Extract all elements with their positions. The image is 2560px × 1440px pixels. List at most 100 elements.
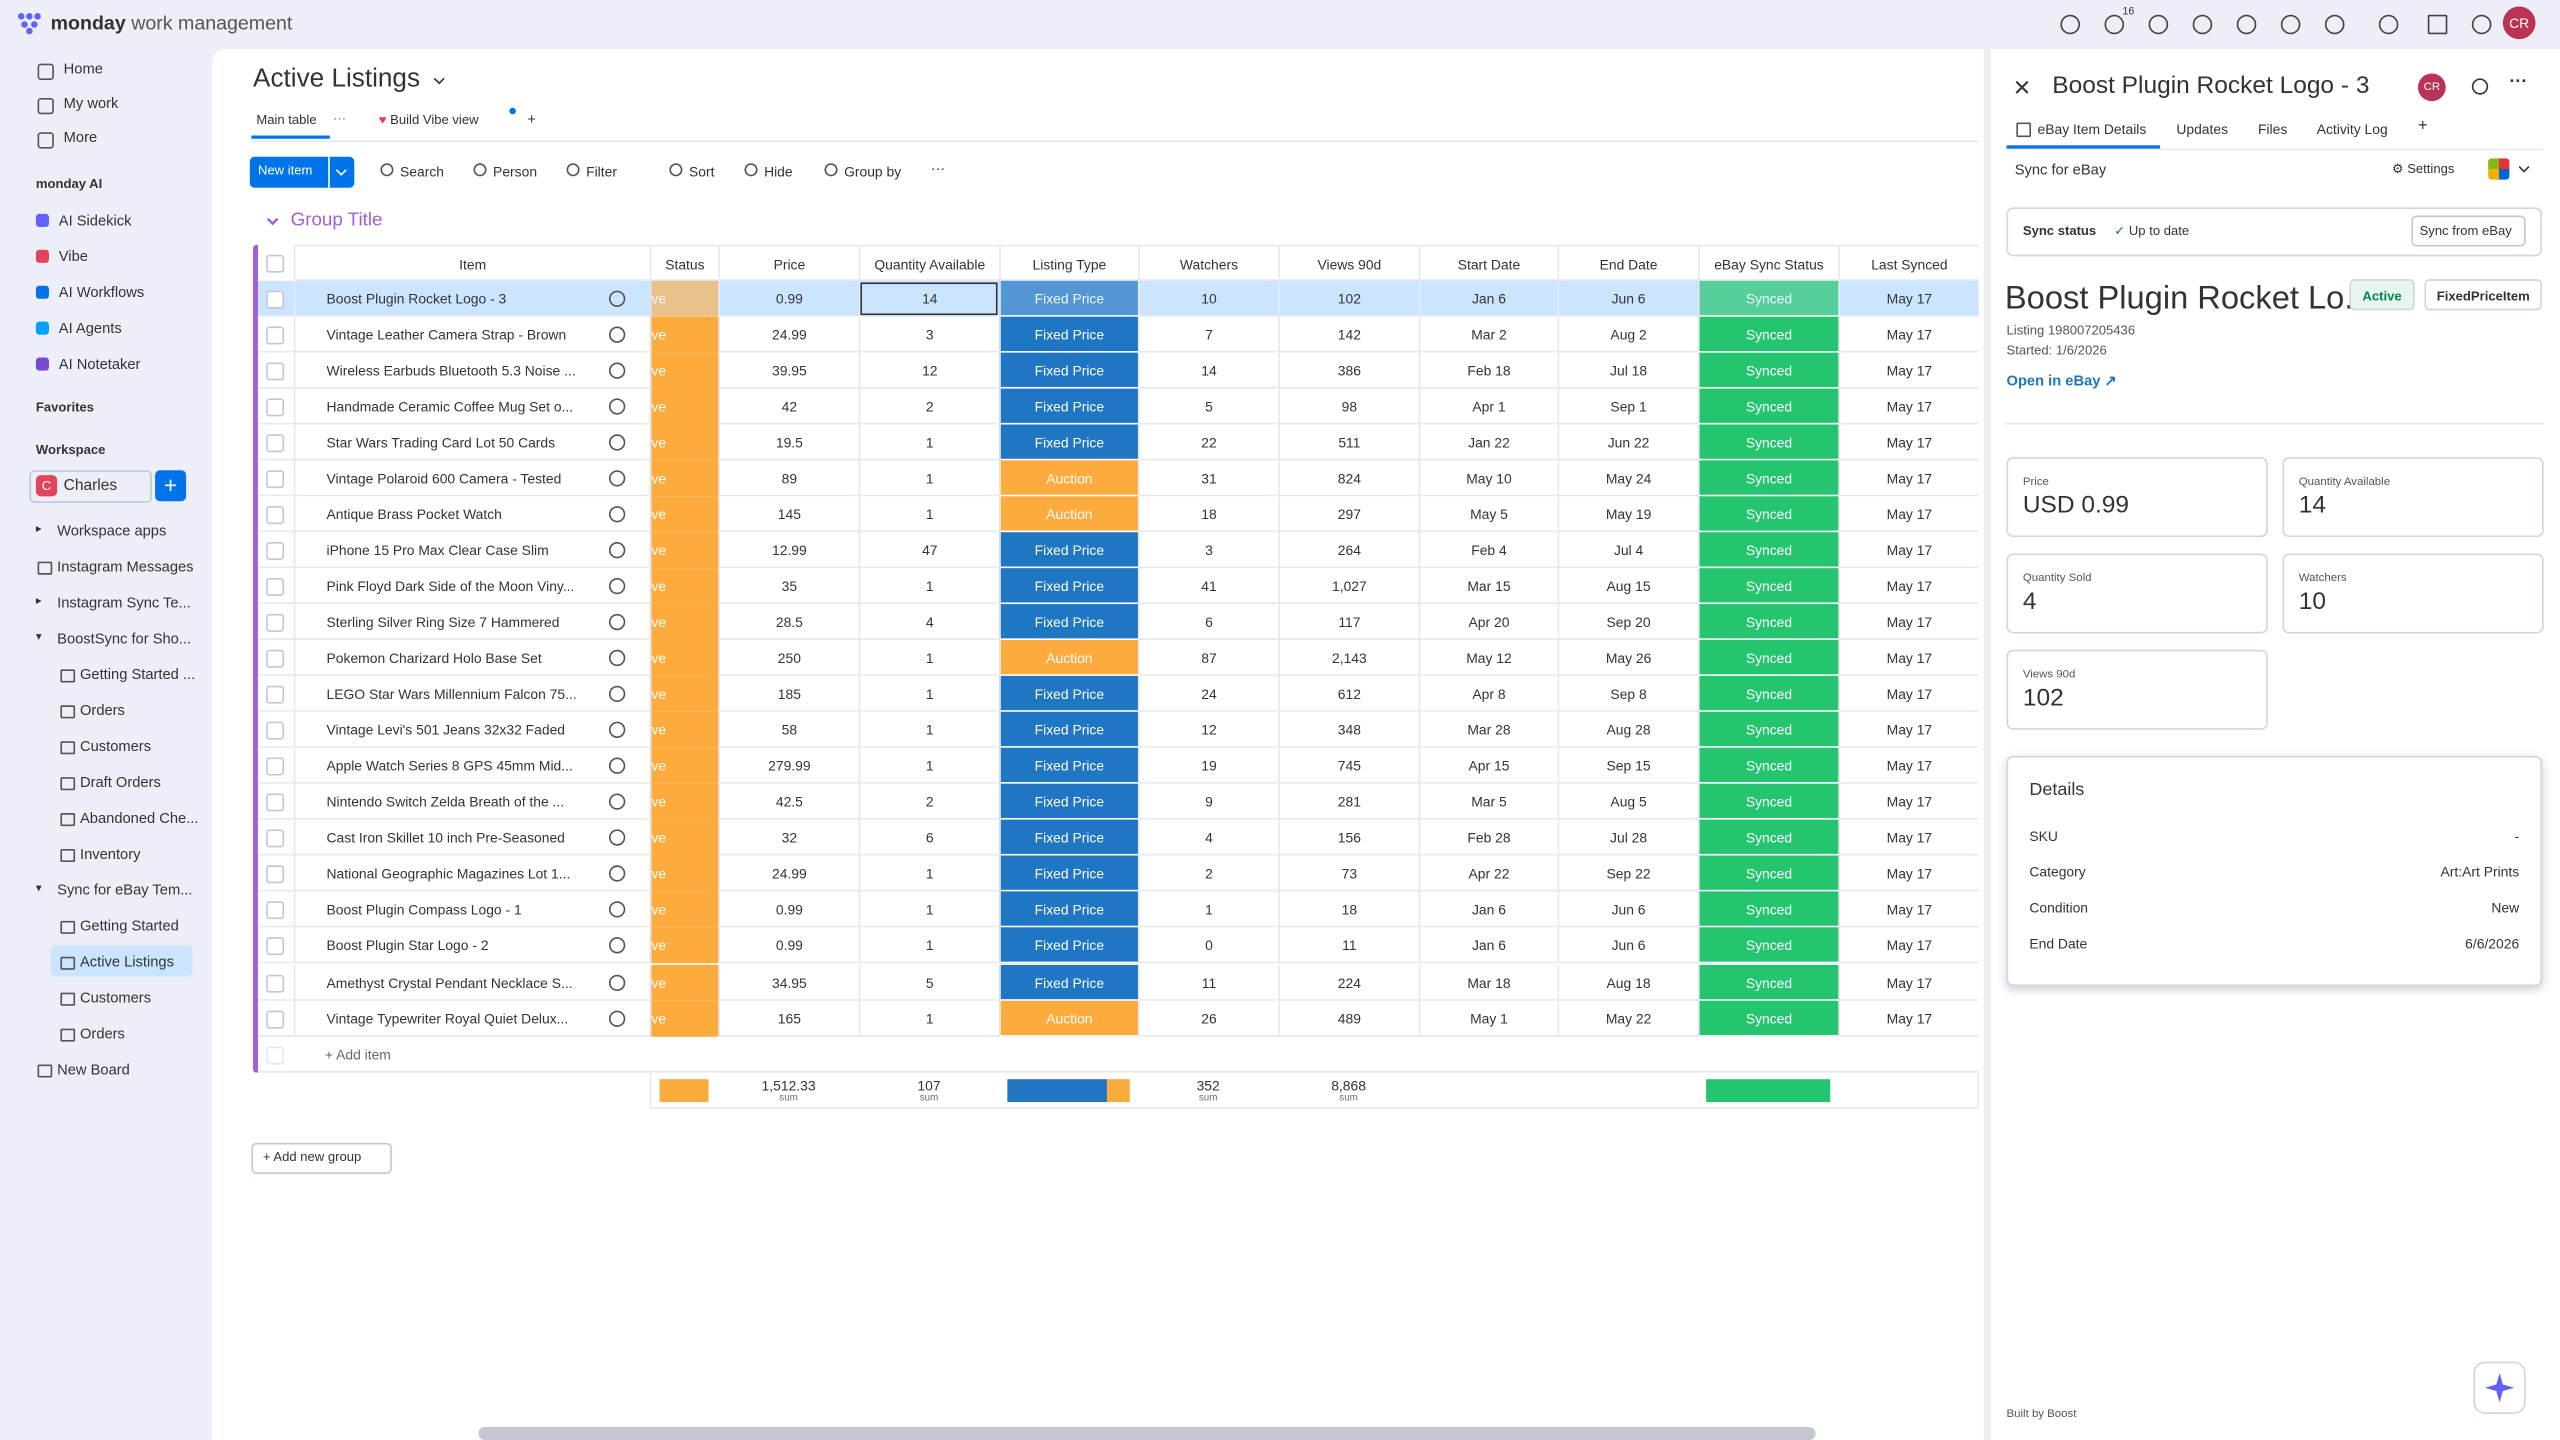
item-name[interactable]: Pink Floyd Dark Side of the Moon Viny... xyxy=(293,568,588,605)
ai-icon[interactable] xyxy=(35,285,49,299)
cell[interactable]: Synced xyxy=(1697,820,1839,857)
group-title[interactable]: Group Title xyxy=(290,210,383,231)
nav-item[interactable]: My work xyxy=(63,94,119,112)
chat-icon[interactable] xyxy=(608,505,626,523)
cell[interactable]: Synced xyxy=(1697,604,1839,641)
cell[interactable]: ve xyxy=(649,892,719,929)
chat-icon[interactable] xyxy=(608,685,626,703)
row-check[interactable] xyxy=(266,829,285,848)
board-icon[interactable] xyxy=(37,561,53,575)
cell[interactable]: 1 xyxy=(858,928,999,965)
cell[interactable]: Apr 15 xyxy=(1418,748,1558,785)
tab[interactable]: Main table xyxy=(256,112,317,128)
cell[interactable]: 2 xyxy=(858,784,999,821)
cell[interactable]: ve xyxy=(649,784,719,821)
ai-item[interactable]: AI Sidekick xyxy=(58,212,132,229)
cell[interactable]: May 22 xyxy=(1557,1000,1698,1037)
cell[interactable]: 19 xyxy=(1137,748,1278,785)
row-check[interactable] xyxy=(266,937,285,956)
cell[interactable]: May 17 xyxy=(1838,604,1978,641)
toolbar-icon[interactable] xyxy=(473,163,487,177)
cell[interactable]: 6 xyxy=(1137,604,1278,641)
cell[interactable]: 42 xyxy=(718,388,858,425)
cell[interactable]: May 17 xyxy=(1838,748,1978,785)
toolbar-icon[interactable] xyxy=(566,163,580,177)
board-icon[interactable] xyxy=(60,1028,76,1042)
cell[interactable]: 39.95 xyxy=(718,352,858,389)
tree-caret[interactable]: ▸ xyxy=(35,595,42,608)
cell[interactable]: May 12 xyxy=(1418,640,1558,677)
cell[interactable]: May 17 xyxy=(1838,964,1978,1001)
sync-button-label[interactable]: Sync from eBay xyxy=(2419,223,2512,239)
cell[interactable]: 26 xyxy=(1137,1000,1278,1037)
cell[interactable]: May 17 xyxy=(1838,676,1978,713)
row-check[interactable] xyxy=(266,1009,285,1028)
cell[interactable]: Synced xyxy=(1697,316,1839,353)
cell[interactable]: May 17 xyxy=(1838,928,1978,965)
cell[interactable]: Fixed Price xyxy=(999,964,1138,1001)
chat-icon[interactable] xyxy=(608,865,626,883)
cell[interactable]: Fixed Price xyxy=(999,856,1138,893)
cell[interactable]: ve xyxy=(649,352,719,389)
chat-icon[interactable] xyxy=(608,649,626,667)
top-icon[interactable] xyxy=(2192,14,2213,35)
cell[interactable]: 824 xyxy=(1278,460,1418,497)
chat-icon[interactable] xyxy=(608,613,626,631)
cell[interactable]: 18 xyxy=(1278,892,1418,929)
column-header[interactable]: Start Date xyxy=(1418,244,1558,281)
toolbar-icon[interactable] xyxy=(824,163,838,177)
cell[interactable]: Mar 15 xyxy=(1418,568,1558,605)
toolbar-action[interactable]: Hide xyxy=(764,163,793,180)
cell[interactable]: 12 xyxy=(1137,712,1278,749)
cell[interactable]: 5 xyxy=(858,964,999,1001)
row-check[interactable] xyxy=(266,577,285,596)
cell[interactable]: 42.5 xyxy=(718,784,858,821)
cell[interactable]: 14 xyxy=(858,280,999,317)
board-icon[interactable] xyxy=(60,813,76,827)
top-icon[interactable] xyxy=(2378,14,2399,35)
cell[interactable]: 145 xyxy=(718,496,858,533)
new-item-caret[interactable] xyxy=(333,165,349,181)
cell[interactable]: 24 xyxy=(1137,676,1278,713)
cell[interactable]: Synced xyxy=(1697,928,1839,965)
cell[interactable]: Jun 6 xyxy=(1557,280,1698,317)
cell[interactable]: Fixed Price xyxy=(999,820,1138,857)
cell[interactable]: 1 xyxy=(858,748,999,785)
cell[interactable]: Fixed Price xyxy=(999,568,1138,605)
cell[interactable]: Synced xyxy=(1697,892,1839,929)
cell[interactable]: 87 xyxy=(1137,640,1278,677)
cell[interactable]: ve xyxy=(649,424,719,461)
chat-icon[interactable] xyxy=(608,829,626,847)
cell[interactable]: 0.99 xyxy=(718,892,858,929)
add-panel-tab[interactable]: + xyxy=(2417,117,2428,136)
cell[interactable]: Mar 5 xyxy=(1418,784,1558,821)
row-check[interactable] xyxy=(266,541,285,560)
cell[interactable]: 32 xyxy=(718,820,858,857)
cell[interactable]: Fixed Price xyxy=(999,352,1138,389)
cell[interactable]: 2 xyxy=(858,388,999,425)
cell[interactable]: Synced xyxy=(1697,676,1839,713)
ai-icon[interactable] xyxy=(35,357,49,371)
cell[interactable]: Synced xyxy=(1697,856,1839,893)
cell[interactable]: 185 xyxy=(718,676,858,713)
header-check[interactable] xyxy=(266,253,285,272)
cell[interactable]: May 17 xyxy=(1838,496,1978,533)
cell[interactable]: 11 xyxy=(1278,928,1418,965)
board-icon[interactable] xyxy=(60,992,76,1006)
toolbar-icon[interactable] xyxy=(669,163,683,177)
tree-item[interactable]: BoostSync for Sho... xyxy=(57,630,192,647)
item-name[interactable]: Vintage Leather Camera Strap - Brown xyxy=(293,316,588,353)
cell[interactable]: 12.99 xyxy=(718,532,858,569)
column-header[interactable]: eBay Sync Status xyxy=(1697,244,1839,281)
cell[interactable]: Fixed Price xyxy=(999,280,1138,317)
cell[interactable]: Synced xyxy=(1697,748,1839,785)
cell[interactable]: 224 xyxy=(1278,964,1418,1001)
cell[interactable]: ve xyxy=(649,712,719,749)
cell[interactable]: Apr 1 xyxy=(1418,388,1558,425)
item-name[interactable]: Pokemon Charizard Holo Base Set xyxy=(293,640,588,677)
cell[interactable]: Synced xyxy=(1697,1000,1839,1037)
cell[interactable]: Fixed Price xyxy=(999,676,1138,713)
cell[interactable]: Fixed Price xyxy=(999,532,1138,569)
cell[interactable]: 1 xyxy=(858,424,999,461)
cell[interactable]: Sep 22 xyxy=(1557,856,1698,893)
